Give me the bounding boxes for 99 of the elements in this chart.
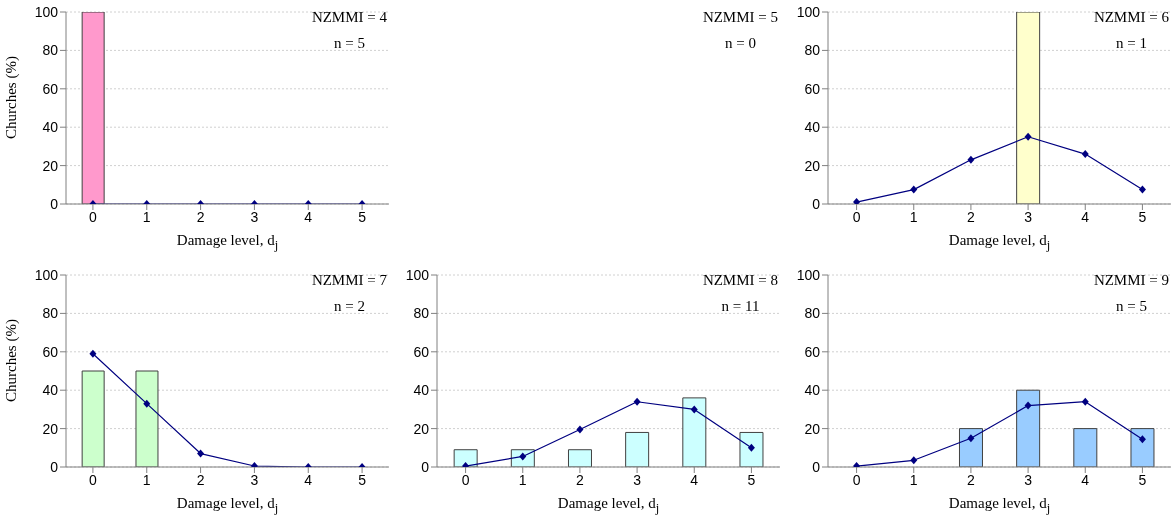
y-tick-label: 80 <box>413 305 430 322</box>
y-tick-label: 100 <box>34 3 59 20</box>
annotation: n = 5 <box>1114 297 1148 316</box>
x-tick-label: 2 <box>967 208 976 225</box>
x-tick-label: 3 <box>1024 208 1033 225</box>
x-tick-label: 5 <box>747 471 756 488</box>
y-tick-label: 60 <box>42 343 59 360</box>
x-axis-title: Damage level, d$_{j}$ <box>556 495 661 516</box>
text: n = 0 <box>723 34 757 53</box>
y-tick-label: 100 <box>405 266 430 283</box>
x-tick-label: 2 <box>196 471 205 488</box>
point <box>910 185 918 194</box>
y-tick-label: 100 <box>34 266 59 283</box>
y-tick-label: 80 <box>804 305 821 322</box>
annotation: n = 2 <box>332 297 366 316</box>
x-tick-label: 5 <box>358 208 367 225</box>
point <box>1024 132 1032 141</box>
bar <box>739 431 764 467</box>
y-tick-label: 60 <box>42 80 59 97</box>
y-tick-label: 0 <box>50 458 59 475</box>
y-axis-title: Churches (%) <box>2 319 20 402</box>
x-tick-label: 1 <box>142 208 151 225</box>
x-tick-label: 0 <box>89 208 98 225</box>
bar <box>453 449 478 467</box>
x-tick-label: 4 <box>1081 208 1090 225</box>
x-tick-label: 4 <box>1081 471 1090 488</box>
y-tick-label: 100 <box>796 3 821 20</box>
x-axis-title: Damage level, d$_{j}$ <box>947 495 1052 516</box>
point <box>1024 401 1032 410</box>
point <box>690 405 698 414</box>
point <box>633 397 641 406</box>
annotation: n = 1 <box>1114 34 1148 53</box>
annotation: NZMMI = 9 <box>1093 271 1169 290</box>
x-tick-label: 0 <box>89 471 98 488</box>
x-axis-title: Damage level, d$_{j}$ <box>175 495 280 516</box>
x-tick-label: 3 <box>250 471 259 488</box>
y-tick-label: 60 <box>413 343 430 360</box>
bar <box>625 431 650 467</box>
x-tick-label: 1 <box>909 208 918 225</box>
text: NZMMI = 5 <box>702 8 778 27</box>
x-tick-label: 3 <box>633 471 642 488</box>
y-tick-label: 20 <box>42 420 59 437</box>
y-tick-label: 0 <box>421 458 430 475</box>
bar <box>567 449 592 467</box>
y-tick-label: 0 <box>812 458 821 475</box>
point <box>967 155 975 164</box>
point <box>1138 185 1146 194</box>
annotation: NZMMI = 8 <box>702 271 778 290</box>
x-tick-label: 0 <box>852 208 861 225</box>
annotation: n = 5 <box>332 34 366 53</box>
x-tick-label: 3 <box>250 208 259 225</box>
y-tick-label: 40 <box>804 382 821 399</box>
y-tick-label: 0 <box>50 195 59 212</box>
y-tick-label: 20 <box>804 420 821 437</box>
point <box>576 425 584 434</box>
y-tick-label: 80 <box>42 305 59 322</box>
point <box>1138 435 1146 444</box>
y-tick-label: 20 <box>413 420 430 437</box>
x-tick-label: 2 <box>576 471 585 488</box>
x-tick-label: 2 <box>196 208 205 225</box>
x-tick-label: 5 <box>1138 471 1147 488</box>
x-tick-label: 1 <box>518 471 527 488</box>
y-tick-label: 0 <box>812 195 821 212</box>
y-tick-label: 40 <box>413 382 430 399</box>
x-tick-label: 5 <box>358 471 367 488</box>
annotation: NZMMI = 6 <box>1093 8 1169 27</box>
point <box>967 434 975 443</box>
x-tick-label: 5 <box>1138 208 1147 225</box>
annotation: NZMMI = 4 <box>311 8 387 27</box>
point <box>1081 150 1089 159</box>
x-axis-title: Damage level, d$_{j}$ <box>175 232 280 253</box>
y-tick-label: 20 <box>42 157 59 174</box>
y-tick-label: 100 <box>796 266 821 283</box>
point <box>89 349 97 358</box>
x-tick-label: 1 <box>909 471 918 488</box>
point <box>910 456 918 465</box>
x-tick-label: 4 <box>690 471 699 488</box>
x-tick-label: 3 <box>1024 471 1033 488</box>
point <box>1081 397 1089 406</box>
x-tick-label: 1 <box>142 471 151 488</box>
y-tick-label: 60 <box>804 80 821 97</box>
bar <box>682 397 707 467</box>
annotation: NZMMI = 7 <box>311 271 387 290</box>
y-axis-title: Churches (%) <box>2 56 20 139</box>
y-tick-label: 20 <box>804 157 821 174</box>
x-tick-label: 0 <box>461 471 470 488</box>
x-tick-label: 0 <box>852 471 861 488</box>
x-tick-label: 4 <box>304 208 313 225</box>
x-tick-label: 4 <box>304 471 313 488</box>
y-tick-label: 40 <box>804 119 821 136</box>
x-axis-title: Damage level, d$_{j}$ <box>947 232 1052 253</box>
y-tick-label: 40 <box>42 119 59 136</box>
y-tick-label: 80 <box>804 42 821 59</box>
point <box>853 198 861 204</box>
annotation: n = 11 <box>720 297 761 316</box>
y-tick-label: 80 <box>42 42 59 59</box>
y-tick-label: 60 <box>804 343 821 360</box>
x-tick-label: 2 <box>967 471 976 488</box>
y-tick-label: 40 <box>42 382 59 399</box>
